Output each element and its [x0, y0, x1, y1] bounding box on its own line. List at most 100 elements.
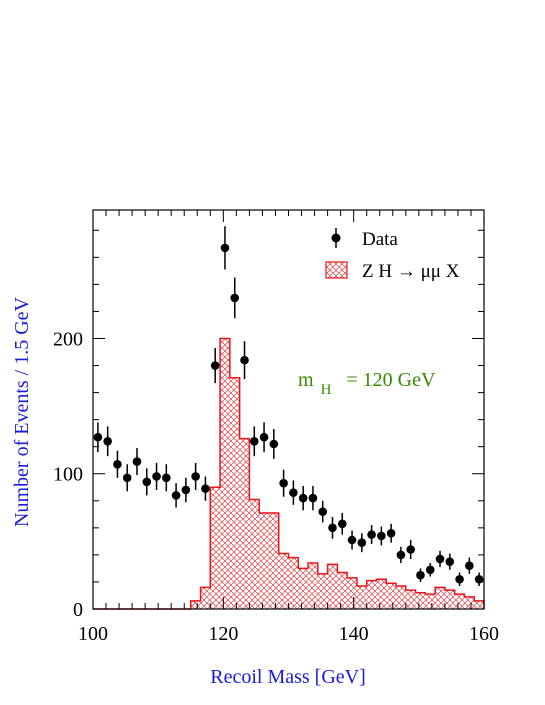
- data-point: [103, 426, 112, 457]
- data-point: [220, 226, 230, 270]
- histogram-bin: [327, 564, 338, 609]
- histogram-bin: [444, 590, 455, 609]
- data-marker: [347, 535, 357, 545]
- data-point: [328, 517, 337, 539]
- data-point: [230, 277, 240, 319]
- x-tick-label: 100: [78, 623, 108, 645]
- data-point: [298, 485, 308, 511]
- histogram-bin: [356, 586, 367, 609]
- histogram-bin: [376, 579, 387, 609]
- x-tick-label: 160: [469, 623, 499, 645]
- histogram-bin: [190, 600, 201, 609]
- histogram-bin: [405, 590, 416, 609]
- histogram-bin: [474, 600, 484, 609]
- histogram-bin: [200, 587, 211, 609]
- data-point: [425, 563, 435, 577]
- data-point: [455, 572, 464, 587]
- data-marker: [465, 561, 474, 571]
- data-marker: [249, 436, 259, 446]
- histogram-bin: [464, 596, 475, 609]
- data-point: [406, 540, 415, 559]
- y-tick-label: 0: [73, 599, 83, 621]
- histogram-bin: [454, 594, 465, 609]
- data-marker: [377, 531, 386, 541]
- mass-annotation: m H = 120 GeV: [298, 369, 436, 399]
- histogram-bin: [435, 587, 445, 609]
- data-point: [367, 525, 376, 545]
- data-point: [474, 572, 484, 587]
- mass-annotation-m: m: [298, 369, 314, 391]
- data-marker: [103, 436, 112, 446]
- data-marker: [152, 472, 161, 481]
- legend-data-marker: [331, 228, 341, 248]
- mass-annotation-value: = 120 GeV: [346, 369, 436, 391]
- data-marker: [181, 485, 191, 495]
- data-marker: [220, 243, 230, 253]
- data-marker: [386, 528, 396, 538]
- data-point: [318, 500, 328, 523]
- data-marker: [259, 432, 269, 442]
- legend-histogram-swatch: [325, 261, 348, 279]
- legend: Data Z H → μμ X: [325, 228, 460, 282]
- data-marker: [162, 473, 171, 483]
- data-marker: [142, 477, 152, 487]
- data-point: [113, 450, 122, 478]
- data-point: [386, 523, 396, 543]
- data-marker: [289, 488, 298, 497]
- data-marker: [435, 554, 445, 564]
- histogram-bin: [278, 553, 289, 609]
- histogram-bin: [337, 572, 348, 609]
- data-point: [377, 526, 386, 546]
- data-marker: [210, 361, 220, 370]
- data-point: [416, 568, 425, 582]
- data-marker: [132, 457, 142, 466]
- data-marker: [171, 491, 181, 500]
- data-marker: [406, 545, 415, 554]
- data-point: [289, 480, 298, 505]
- histogram-bin: [220, 338, 230, 609]
- histogram-bin: [425, 594, 436, 609]
- data-marker: [93, 432, 103, 442]
- data-point: [122, 464, 132, 492]
- data-point: [142, 468, 152, 496]
- data-point: [152, 462, 161, 490]
- histogram-bin: [210, 487, 221, 609]
- data-point: [210, 347, 220, 384]
- histogram-bin: [298, 568, 309, 609]
- data-point: [347, 530, 357, 550]
- y-axis-title: Number of Events / 1.5 GeV: [11, 296, 33, 527]
- data-point: [396, 546, 406, 564]
- data-point: [269, 429, 279, 459]
- data-marker: [230, 293, 240, 303]
- histogram-bin: [317, 573, 328, 609]
- legend-histogram-label: Z H → μμ X: [362, 261, 460, 282]
- data-point: [445, 553, 455, 570]
- data-point: [240, 341, 249, 380]
- legend-data-label: Data: [362, 229, 398, 250]
- data-point: [132, 448, 142, 476]
- histogram-layer: [93, 337, 485, 610]
- data-point: [201, 476, 210, 501]
- data-point: [191, 462, 200, 490]
- data-marker: [122, 473, 132, 483]
- histogram-bin: [249, 499, 260, 609]
- data-point: [308, 485, 318, 511]
- data-point: [171, 483, 181, 508]
- data-point: [337, 512, 347, 535]
- data-point: [279, 469, 288, 497]
- data-point: [162, 464, 171, 492]
- data-marker: [191, 472, 200, 481]
- data-marker: [445, 557, 455, 566]
- histogram-bin: [396, 586, 406, 609]
- data-marker: [298, 493, 308, 503]
- histogram-bin: [288, 557, 299, 609]
- x-tick-label: 120: [208, 623, 238, 645]
- x-tick-label: 140: [339, 623, 369, 645]
- data-marker: [328, 523, 337, 533]
- histogram-bin: [347, 577, 357, 609]
- ticks-layer: [92, 210, 485, 610]
- histogram-bin: [239, 438, 250, 609]
- data-marker: [455, 574, 464, 584]
